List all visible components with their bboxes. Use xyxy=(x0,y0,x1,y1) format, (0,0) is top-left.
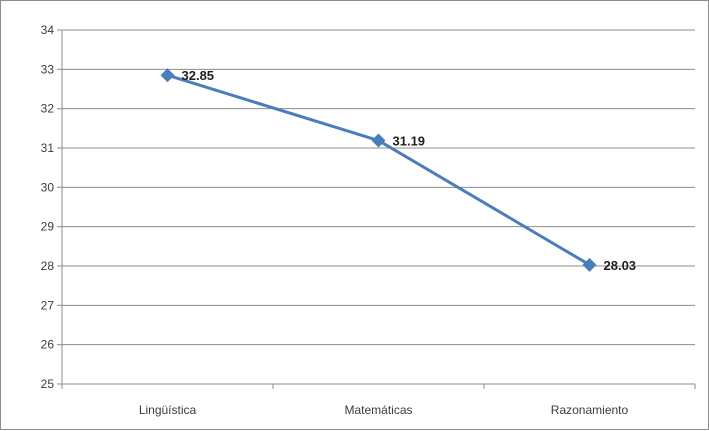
y-tick-label: 27 xyxy=(41,298,55,312)
data-label: 32.85 xyxy=(182,68,215,83)
data-point-marker xyxy=(583,258,597,272)
y-tick-label: 34 xyxy=(41,23,55,37)
data-label: 28.03 xyxy=(604,258,637,273)
y-tick-label: 30 xyxy=(41,180,55,194)
y-tick-label: 32 xyxy=(41,102,55,116)
x-tick-label: Matemáticas xyxy=(344,403,412,417)
series-line xyxy=(168,75,590,265)
y-tick-label: 28 xyxy=(41,259,55,273)
data-label: 31.19 xyxy=(393,134,426,149)
y-tick-label: 26 xyxy=(41,338,55,352)
y-tick-label: 25 xyxy=(41,377,55,391)
data-point-marker xyxy=(161,68,175,82)
y-tick-label: 33 xyxy=(41,62,55,76)
data-point-marker xyxy=(372,134,386,148)
x-tick-label: Lingüística xyxy=(139,403,197,417)
x-tick-label: Razonamiento xyxy=(551,403,629,417)
y-tick-label: 29 xyxy=(41,220,55,234)
y-tick-label: 31 xyxy=(41,141,55,155)
